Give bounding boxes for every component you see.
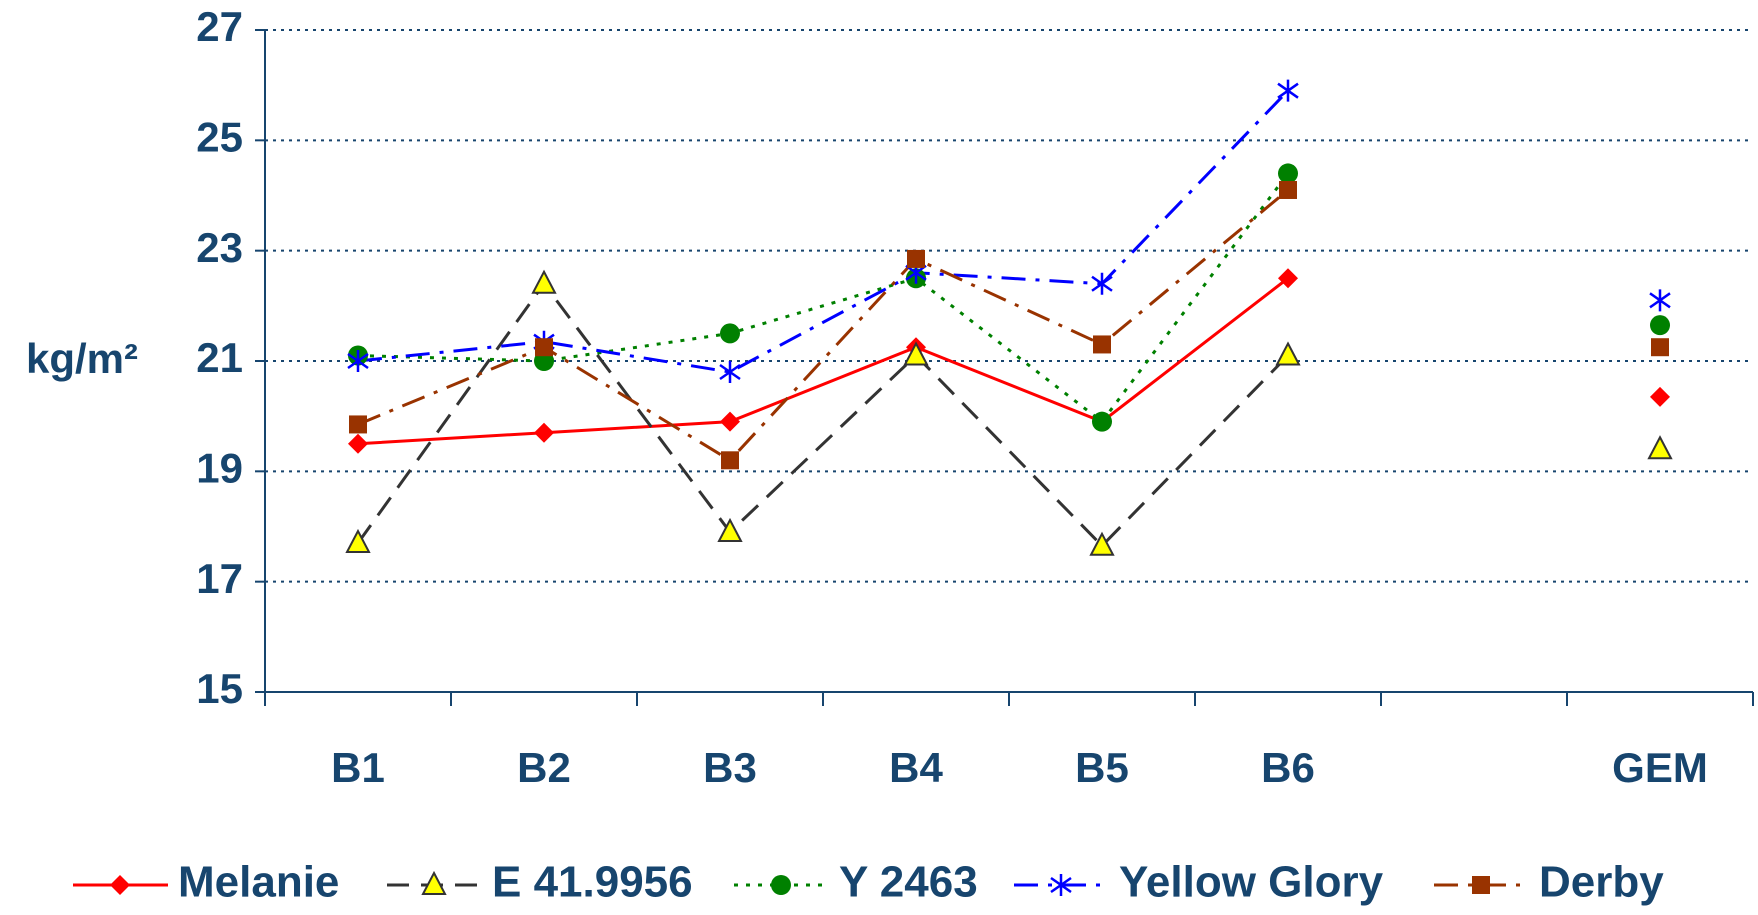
x-tick-label: B2 xyxy=(517,744,571,791)
x-tick-label: GEM xyxy=(1612,744,1708,791)
data-point xyxy=(1278,268,1298,289)
legend-marker xyxy=(110,875,130,895)
x-tick-label: B5 xyxy=(1075,744,1129,791)
legend-label: Y 2463 xyxy=(839,858,978,907)
legend-label: E 41.9956 xyxy=(492,858,693,907)
data-point xyxy=(347,350,369,372)
data-point xyxy=(535,338,553,357)
y-tick-label: 17 xyxy=(196,555,243,602)
data-point xyxy=(345,528,371,554)
data-point xyxy=(720,323,740,344)
legend-marker xyxy=(1472,876,1490,894)
x-tick-label: B4 xyxy=(889,744,943,791)
y-tick-label: 15 xyxy=(196,665,243,712)
y-tick-label: 27 xyxy=(196,3,243,50)
y-tick-label: 25 xyxy=(196,113,243,160)
data-point xyxy=(349,415,367,434)
data-point xyxy=(719,361,741,384)
y-tick-label: 23 xyxy=(196,224,243,271)
legend-marker xyxy=(1050,874,1072,896)
x-tick-label: B6 xyxy=(1261,744,1315,791)
series-line xyxy=(358,190,1660,460)
series-line xyxy=(358,284,1660,546)
y-tick-label: 19 xyxy=(196,444,243,491)
series-line xyxy=(358,91,1660,372)
legend-marker xyxy=(771,875,791,895)
data-point xyxy=(1089,531,1115,556)
data-point xyxy=(1651,338,1669,357)
data-point xyxy=(903,341,929,366)
data-point xyxy=(1647,435,1673,460)
data-point xyxy=(1279,180,1297,199)
data-point xyxy=(721,451,739,470)
x-tick-label: B1 xyxy=(331,744,385,791)
data-point xyxy=(1278,163,1298,184)
data-point xyxy=(1091,272,1113,295)
data-point xyxy=(1649,289,1671,312)
legend-label: Yellow Glory xyxy=(1119,858,1384,907)
data-point xyxy=(1275,341,1301,366)
data-point xyxy=(720,411,740,432)
data-point xyxy=(1650,386,1670,407)
data-point xyxy=(531,269,557,294)
data-point xyxy=(1093,335,1111,354)
y-tick-label: 21 xyxy=(196,334,243,381)
x-tick-label: B3 xyxy=(703,744,757,791)
data-point xyxy=(1650,315,1670,336)
data-point xyxy=(907,249,925,268)
data-point xyxy=(534,422,554,443)
y-axis-label: kg/m² xyxy=(26,335,138,382)
data-point xyxy=(717,517,743,543)
data-point xyxy=(1277,79,1299,102)
data-point xyxy=(348,433,368,454)
legend-label: Derby xyxy=(1539,858,1664,907)
data-point xyxy=(1092,411,1112,432)
legend-label: Melanie xyxy=(178,858,339,907)
legend-marker xyxy=(421,870,447,895)
